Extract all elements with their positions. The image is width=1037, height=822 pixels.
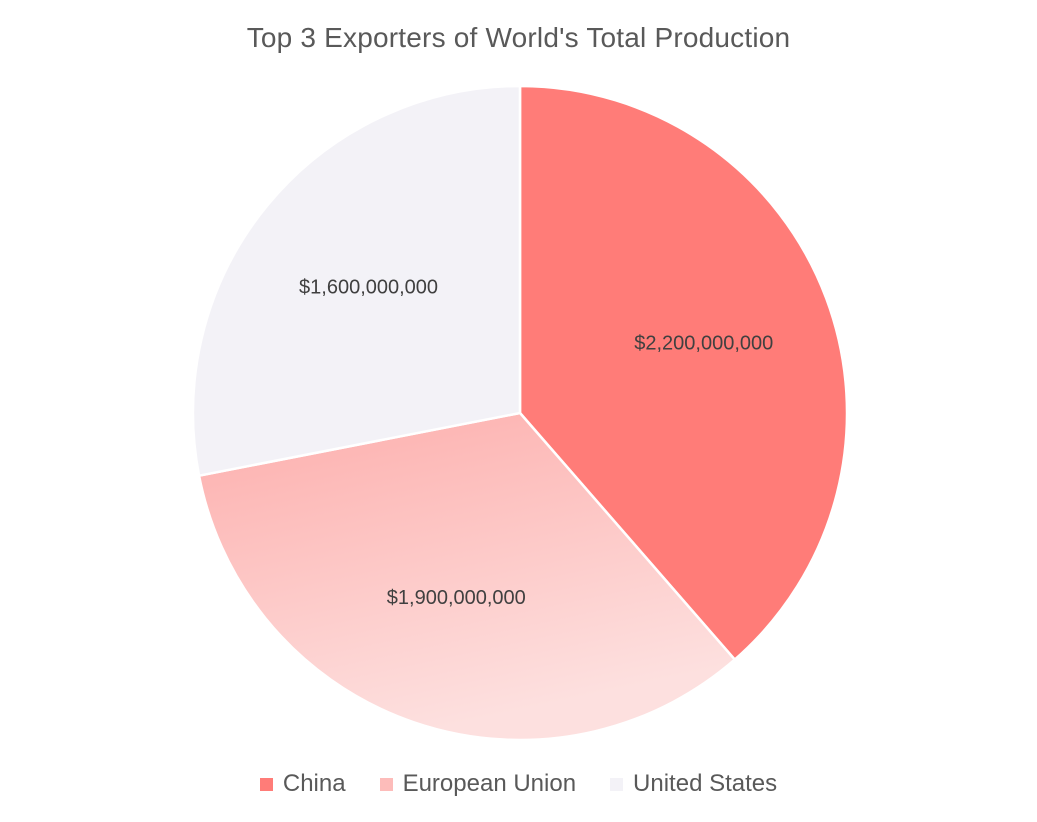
chart-legend: China European Union United States xyxy=(0,770,1037,798)
pie-slice-european-union xyxy=(197,411,737,742)
data-label-european-union: $1,900,000,000 xyxy=(387,587,526,609)
legend-label-european-union: European Union xyxy=(402,770,577,797)
data-label-united-states: $1,600,000,000 xyxy=(299,277,438,299)
legend-label-united-states: United States xyxy=(633,770,778,797)
legend-swatch-united-states xyxy=(610,777,624,791)
pie-chart: $2,200,000,000 $1,900,000,000 $1,600,000,0… xyxy=(191,84,849,742)
legend-item-china: China xyxy=(259,770,346,798)
legend-item-european-union: European Union xyxy=(379,770,577,798)
chart-title: Top 3 Exporters of World's Total Product… xyxy=(246,22,791,53)
pie-slice-china xyxy=(518,84,849,661)
legend-swatch-china xyxy=(259,777,273,791)
pie-data-labels: $2,200,000,000 $1,900,000,000 $1,600,000,0… xyxy=(299,277,773,609)
data-label-china: $2,200,000,000 xyxy=(634,332,773,354)
legend-label-china: China xyxy=(282,770,346,797)
pie-slices xyxy=(191,84,849,742)
legend-item-united-states: United States xyxy=(610,770,777,798)
legend-swatch-european-union xyxy=(379,777,393,791)
pie-slice-united-states xyxy=(191,84,522,477)
